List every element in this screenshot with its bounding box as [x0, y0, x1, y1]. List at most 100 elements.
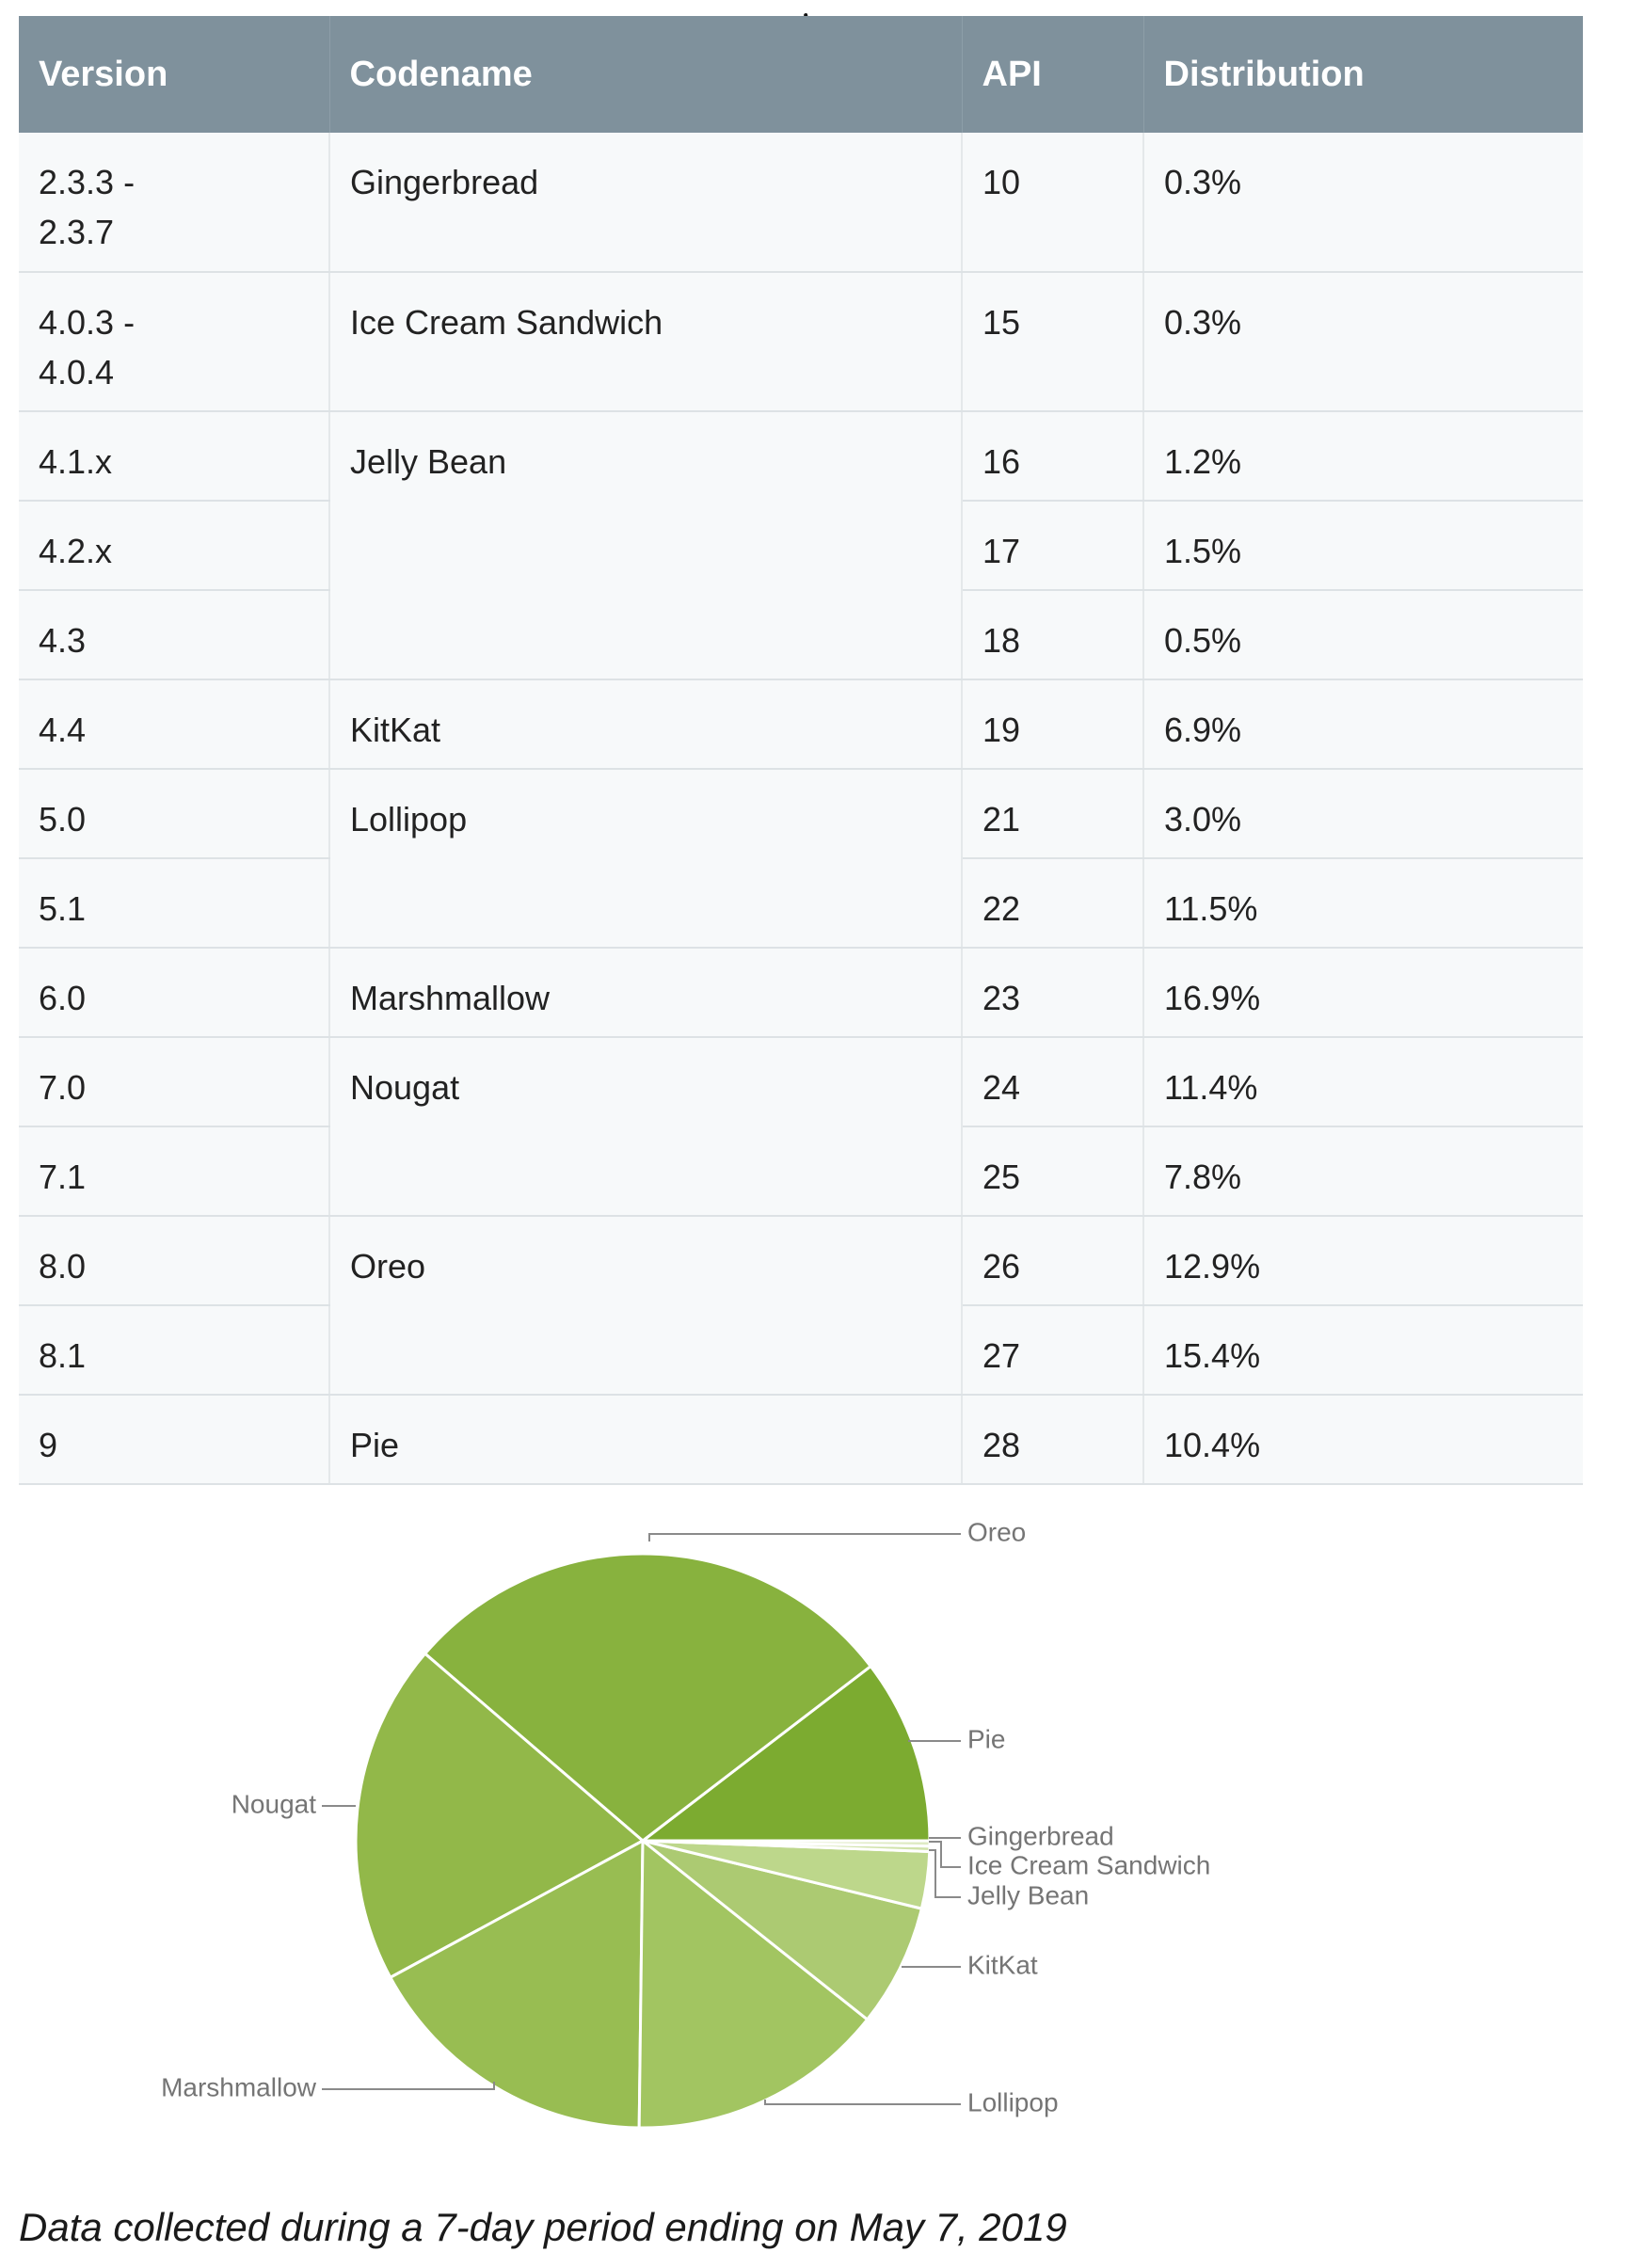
table-header-row: Version Codename API Distribution	[19, 16, 1583, 133]
codename-cell: Oreo	[329, 1216, 963, 1396]
pie-chart-svg: Pie Oreo Nougat Marshmallow Lollipop KitKat Je…	[161, 1517, 1210, 2130]
pie-slice-oreo	[423, 1552, 872, 1843]
distribution-cell: 12.9%	[1143, 1216, 1583, 1306]
api-cell: 27	[962, 1305, 1144, 1396]
distribution-cell: 16.9%	[1143, 948, 1583, 1038]
api-cell: 17	[962, 501, 1144, 591]
version-link[interactable]: 4.0.3 - 4.0.4	[39, 303, 136, 391]
version-cell[interactable]: 8.1	[19, 1305, 330, 1396]
header-codename: Codename	[329, 16, 963, 133]
table-row: 5.1 22 11.5%	[19, 858, 1583, 949]
header-api: API	[962, 16, 1144, 133]
header-distribution: Distribution	[1143, 16, 1583, 133]
version-cell[interactable]: 7.1	[19, 1126, 330, 1217]
version-link[interactable]: 8.1	[39, 1336, 87, 1375]
pie-chart: Pie Oreo Nougat Marshmallow Lollipop KitKat Je…	[0, 1487, 1629, 2164]
distribution-cell: 11.4%	[1143, 1037, 1583, 1127]
table-row: 5.0 Lollipop 21 3.0%	[19, 769, 1583, 949]
table-row: 2.3.3 - 2.3.7 Gingerbread 10 0.3%	[19, 133, 1583, 273]
codename-cell: Ice Cream Sandwich	[329, 272, 963, 412]
version-cell[interactable]: 4.1.x	[19, 411, 330, 502]
distribution-cell: 3.0%	[1143, 769, 1583, 859]
slice-label: KitKat	[967, 1950, 1038, 1979]
codename-cell: KitKat	[329, 679, 963, 770]
version-cell[interactable]: 4.4	[19, 679, 330, 770]
api-cell: 21	[962, 769, 1144, 859]
pie-slice-nougat	[354, 1652, 645, 1979]
version-cell[interactable]: 2.3.3 - 2.3.7	[19, 133, 330, 273]
version-link[interactable]: 9	[39, 1426, 58, 1464]
table-row: 8.1 27 15.4%	[19, 1305, 1583, 1396]
distribution-cell: 0.3%	[1143, 133, 1583, 273]
distribution-cell: 11.5%	[1143, 858, 1583, 949]
distribution-cell: 10.4%	[1143, 1395, 1583, 1485]
table-row: 6.0 Marshmallow 23 16.9%	[19, 948, 1583, 1038]
version-cell[interactable]: 6.0	[19, 948, 330, 1038]
distribution-cell: 1.5%	[1143, 501, 1583, 591]
version-cell[interactable]: 4.0.3 - 4.0.4	[19, 272, 330, 412]
distribution-cell: 0.5%	[1143, 590, 1583, 680]
version-cell[interactable]: 5.1	[19, 858, 330, 949]
api-cell: 18	[962, 590, 1144, 680]
slice-label: Nougat	[232, 1789, 317, 1818]
version-link[interactable]: 5.0	[39, 800, 87, 839]
distribution-table: Version Codename API Distribution 2.3.3 …	[19, 16, 1583, 1485]
slice-label: Ice Cream Sandwich	[967, 1850, 1210, 1879]
version-link[interactable]: 4.4	[39, 711, 87, 749]
version-cell[interactable]: 7.0	[19, 1037, 330, 1127]
version-cell[interactable]: 8.0	[19, 1216, 330, 1306]
version-link[interactable]: 6.0	[39, 979, 87, 1017]
api-cell: 25	[962, 1126, 1144, 1217]
version-link[interactable]: 4.1.x	[39, 442, 113, 481]
version-link[interactable]: 8.0	[39, 1247, 87, 1286]
pie-slice-pie	[641, 1665, 932, 1843]
api-cell: 23	[962, 948, 1144, 1038]
version-link[interactable]: 5.1	[39, 889, 87, 928]
slice-label: Pie	[967, 1724, 1005, 1753]
header-version: Version	[19, 16, 330, 133]
version-link[interactable]: 4.2.x	[39, 532, 113, 570]
slice-label: Gingerbread	[967, 1821, 1114, 1850]
table-row: 7.0 Nougat 24 11.4%	[19, 1037, 1583, 1217]
table-row: 4.2.x 17 1.5%	[19, 501, 1583, 591]
slice-label: Lollipop	[967, 2087, 1059, 2116]
distribution-cell: 7.8%	[1143, 1126, 1583, 1217]
version-cell[interactable]: 4.2.x	[19, 501, 330, 591]
version-cell[interactable]: 5.0	[19, 769, 330, 859]
codename-cell: Pie	[329, 1395, 963, 1485]
api-cell: 28	[962, 1395, 1144, 1485]
version-link[interactable]: 4.3	[39, 621, 87, 660]
leader-line	[764, 2100, 961, 2105]
table-row: 8.0 Oreo 26 12.9%	[19, 1216, 1583, 1396]
version-cell[interactable]: 9	[19, 1395, 330, 1485]
footnote: Data collected during a 7-day period end…	[19, 2205, 1067, 2249]
slice-label: Jelly Bean	[967, 1880, 1089, 1909]
distribution-cell: 6.9%	[1143, 679, 1583, 770]
leader-line	[929, 1841, 961, 1868]
api-cell: 26	[962, 1216, 1144, 1306]
version-link[interactable]: 2.3.3 - 2.3.7	[39, 163, 136, 251]
codename-cell: Jelly Bean	[329, 411, 963, 680]
table-row: 4.1.x Jelly Bean 16 1.2%	[19, 411, 1583, 680]
version-link[interactable]: 7.1	[39, 1158, 87, 1196]
leader-line	[929, 1849, 961, 1898]
api-cell: 22	[962, 858, 1144, 949]
table-row: 4.4 KitKat 19 6.9%	[19, 679, 1583, 770]
leader-line	[648, 1533, 961, 1541]
version-cell[interactable]: 4.3	[19, 590, 330, 680]
distribution-cell: 1.2%	[1143, 411, 1583, 502]
api-cell: 24	[962, 1037, 1144, 1127]
codename-cell: Lollipop	[329, 769, 963, 949]
distribution-cell: 0.3%	[1143, 272, 1583, 412]
pie-slice-kitkat	[641, 1839, 923, 2021]
slice-label: Marshmallow	[161, 2072, 317, 2101]
table-row: 4.0.3 - 4.0.4 Ice Cream Sandwich 15 0.3%	[19, 272, 1583, 412]
slice-label: Oreo	[967, 1517, 1026, 1546]
api-cell: 15	[962, 272, 1144, 412]
api-cell: 19	[962, 679, 1144, 770]
version-link[interactable]: 7.0	[39, 1068, 87, 1107]
codename-cell: Gingerbread	[329, 133, 963, 273]
table-row: 7.1 25 7.8%	[19, 1126, 1583, 1217]
api-cell: 10	[962, 133, 1144, 273]
distribution-cell: 15.4%	[1143, 1305, 1583, 1396]
